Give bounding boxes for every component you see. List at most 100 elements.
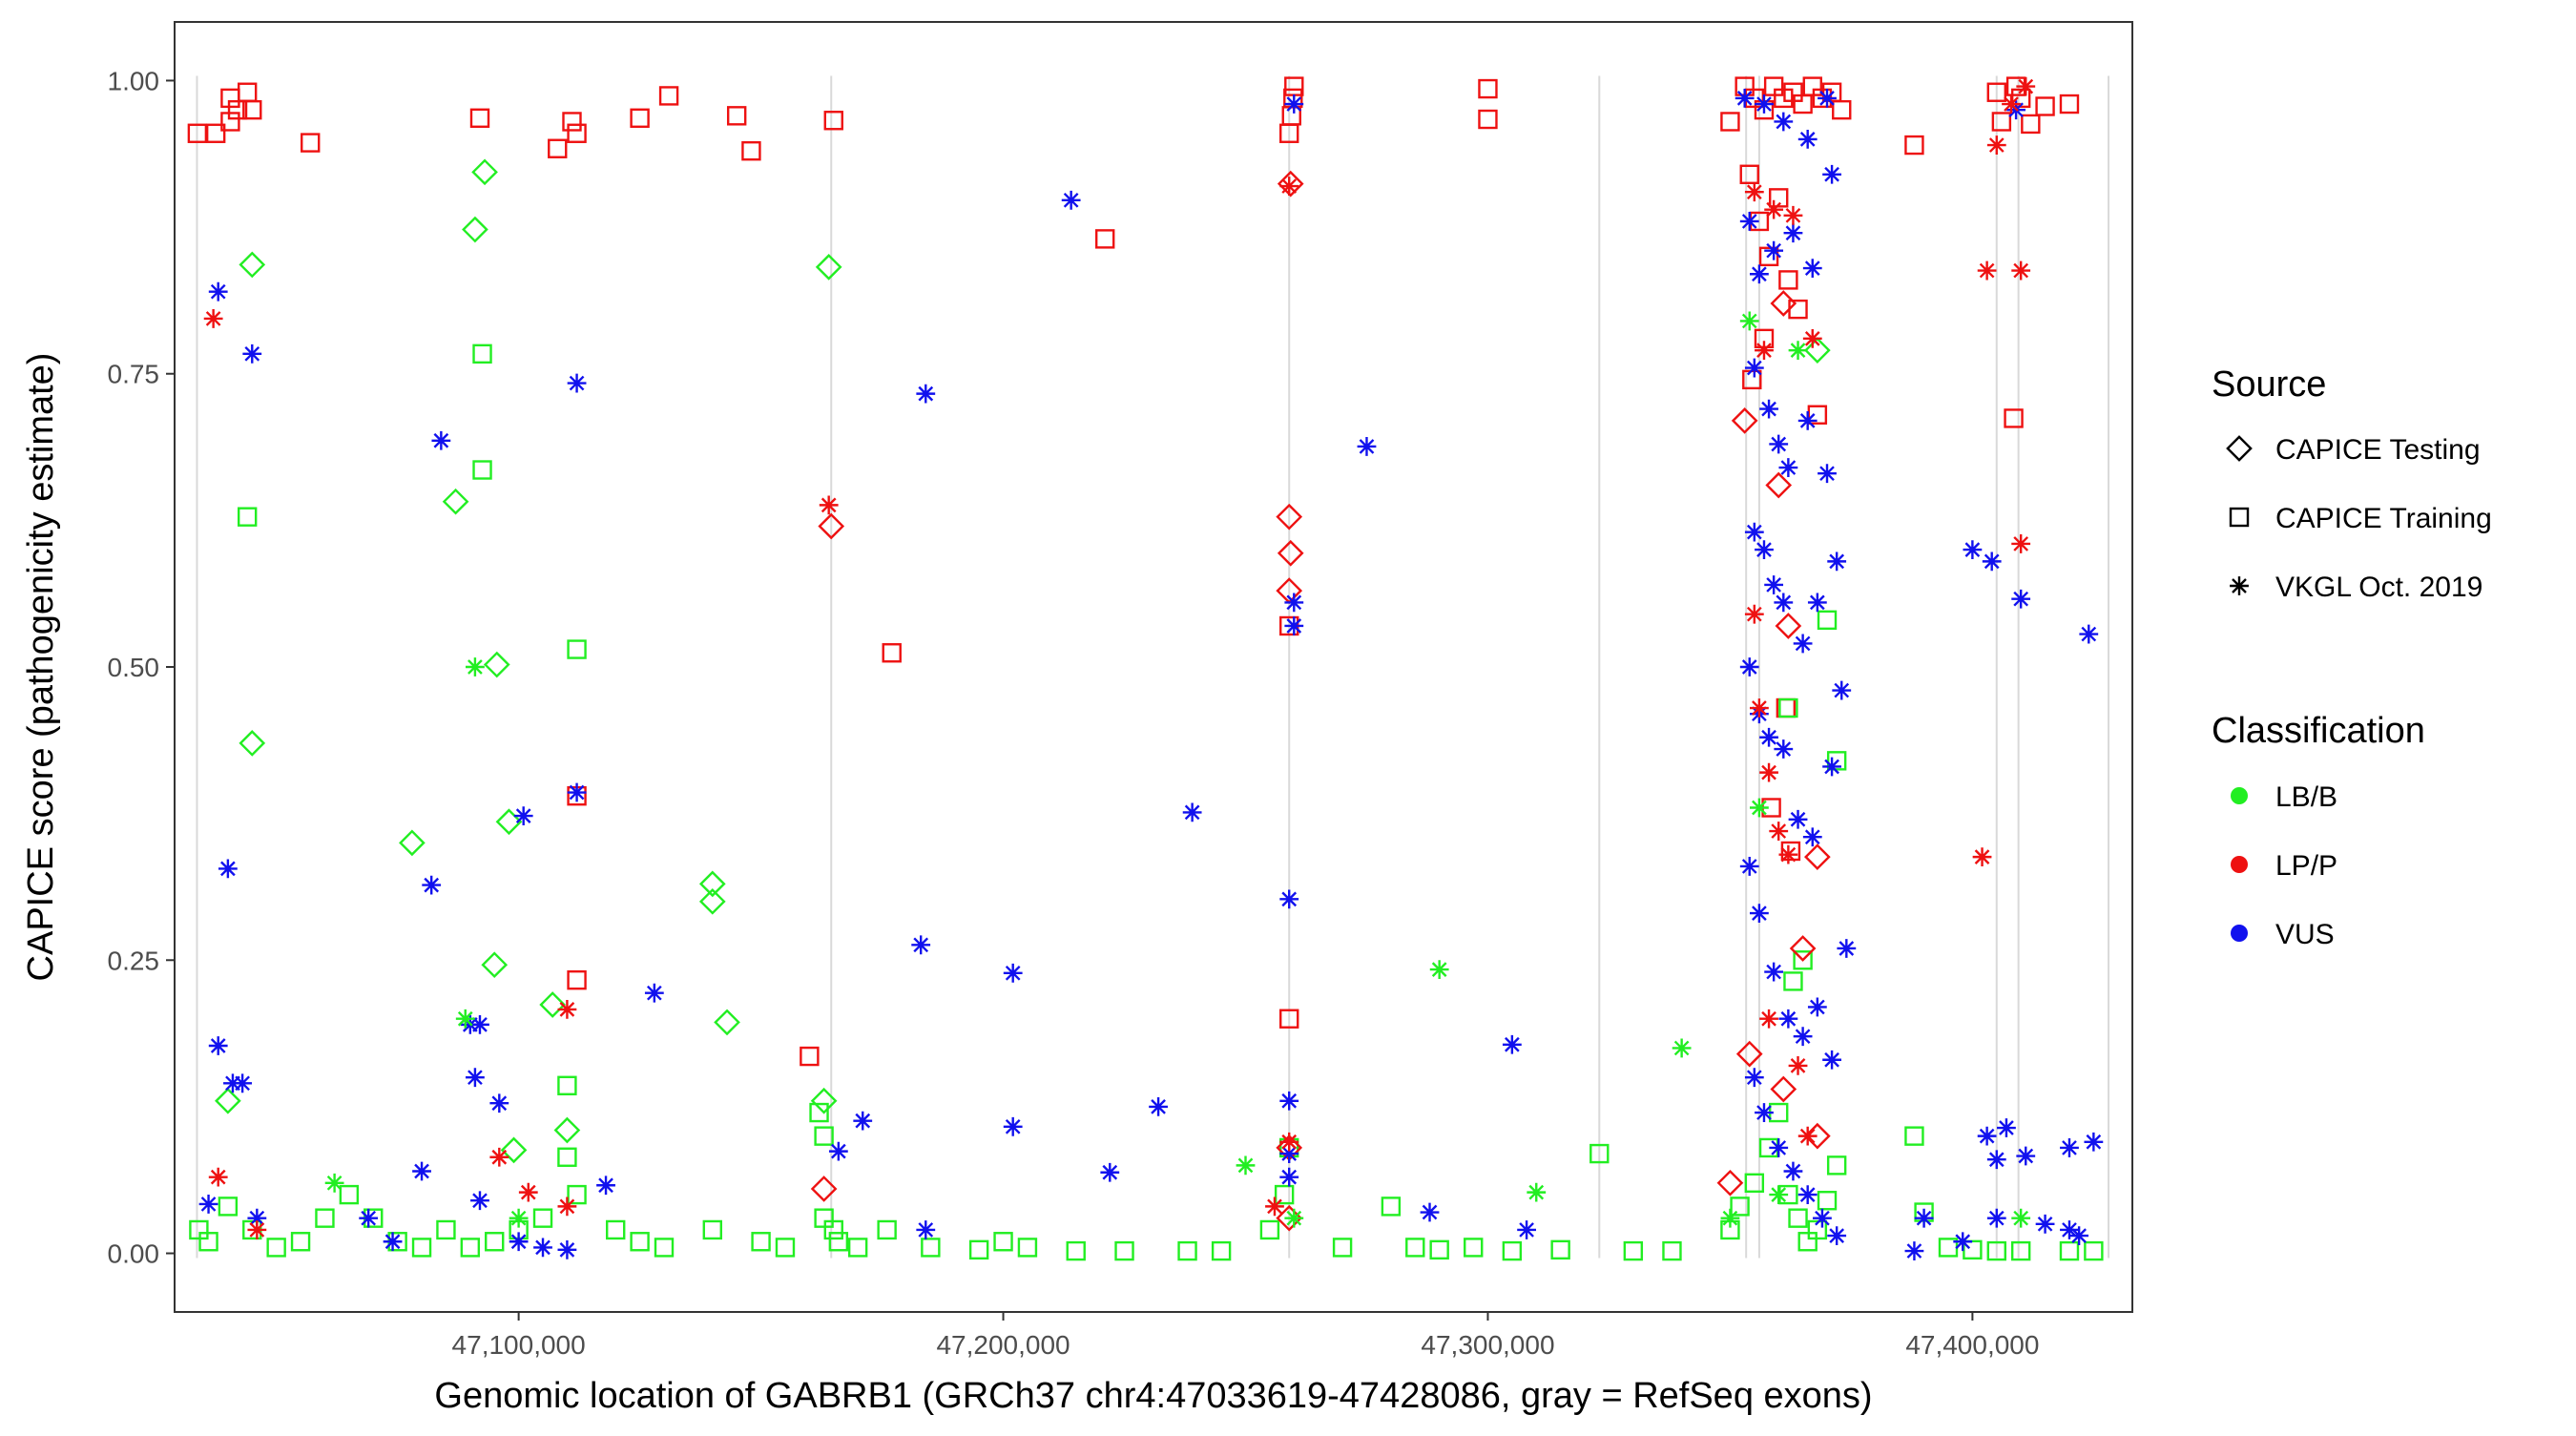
data-point bbox=[1735, 1040, 1763, 1068]
legend-key-asterisk bbox=[2230, 576, 2249, 595]
y-tick-label: 0.50 bbox=[108, 653, 160, 682]
data-point bbox=[1735, 88, 1755, 108]
data-point bbox=[818, 512, 845, 540]
data-point bbox=[1259, 1219, 1280, 1240]
data-point bbox=[1789, 935, 1817, 962]
data-point bbox=[1802, 259, 1822, 279]
data-point bbox=[1236, 1155, 1256, 1176]
data-point bbox=[968, 1239, 989, 1260]
data-point bbox=[1758, 246, 1779, 267]
legend-label: LP/P bbox=[2275, 850, 2337, 882]
data-point bbox=[518, 1182, 538, 1202]
data-point bbox=[2069, 1226, 2089, 1246]
legend-label: CAPICE Training bbox=[2275, 503, 2492, 534]
data-point bbox=[1755, 1103, 1774, 1122]
data-point bbox=[1775, 613, 1802, 639]
data-point bbox=[1774, 112, 1794, 132]
data-point bbox=[1764, 240, 1784, 260]
data-point bbox=[714, 1009, 740, 1036]
data-point bbox=[1827, 552, 1847, 572]
data-point bbox=[1817, 610, 1838, 631]
data-point bbox=[1265, 1197, 1284, 1217]
data-point bbox=[1778, 270, 1798, 290]
data-point bbox=[1182, 802, 1202, 822]
data-point bbox=[1778, 1009, 1798, 1029]
data-point bbox=[1770, 290, 1797, 317]
y-tick-label: 0.25 bbox=[108, 946, 160, 975]
data-point bbox=[1986, 82, 2006, 102]
data-point bbox=[853, 1111, 873, 1131]
data-point bbox=[847, 1238, 868, 1258]
data-point bbox=[1770, 1075, 1797, 1103]
legend-label: VKGL Oct. 2019 bbox=[2275, 572, 2483, 603]
data-point bbox=[1420, 1202, 1440, 1222]
data-point bbox=[266, 1238, 286, 1258]
data-point bbox=[1478, 78, 1498, 99]
data-point bbox=[630, 1232, 650, 1252]
legend-key-dot bbox=[2231, 856, 2248, 873]
data-point bbox=[1177, 1240, 1197, 1261]
legend: Source CAPICE Testing CAPICE Training VKGL… bbox=[2212, 364, 2492, 950]
data-point bbox=[698, 870, 726, 898]
data-point bbox=[2002, 94, 2021, 114]
legend-classification-entries: LB/B LP/P VUS bbox=[2231, 781, 2337, 950]
data-point bbox=[2035, 1214, 2055, 1234]
data-point bbox=[775, 1238, 796, 1258]
data-point bbox=[877, 1219, 897, 1240]
data-point bbox=[218, 859, 238, 879]
data-point bbox=[809, 1102, 829, 1123]
data-point bbox=[1720, 1208, 1740, 1228]
data-point bbox=[208, 1167, 228, 1187]
data-point bbox=[654, 1238, 675, 1258]
data-point bbox=[2059, 94, 2080, 114]
data-point bbox=[698, 887, 726, 915]
x-tick-label: 47,100,000 bbox=[452, 1330, 586, 1360]
y-tick-label: 1.00 bbox=[108, 66, 160, 95]
data-point bbox=[2016, 1146, 2036, 1166]
data-point bbox=[1837, 939, 1857, 958]
data-point bbox=[2010, 1240, 2031, 1261]
data-point bbox=[1332, 1238, 1353, 1258]
data-point bbox=[1284, 1208, 1304, 1228]
data-point bbox=[1783, 223, 1803, 243]
data-point bbox=[301, 133, 321, 153]
data-point bbox=[1802, 827, 1822, 847]
data-point bbox=[1774, 593, 1794, 613]
data-point bbox=[2016, 76, 2036, 96]
data-point bbox=[567, 123, 587, 143]
data-point bbox=[567, 1184, 587, 1205]
data-point bbox=[741, 140, 761, 161]
y-tick-label: 0.75 bbox=[108, 360, 160, 389]
data-point bbox=[2059, 1240, 2080, 1261]
data-point bbox=[489, 1093, 509, 1113]
data-point bbox=[532, 1208, 553, 1228]
legend-label: CAPICE Testing bbox=[2275, 434, 2481, 466]
legend-label: VUS bbox=[2275, 919, 2335, 950]
data-point bbox=[1755, 341, 1774, 361]
data-point bbox=[606, 1219, 626, 1240]
data-point bbox=[2011, 534, 2031, 553]
data-point bbox=[1095, 229, 1115, 249]
data-point bbox=[1744, 1068, 1764, 1088]
data-point bbox=[1783, 1161, 1803, 1181]
data-point bbox=[1279, 1144, 1299, 1163]
data-point bbox=[1211, 1240, 1232, 1261]
data-point bbox=[223, 1073, 242, 1093]
data-point bbox=[1730, 1197, 1750, 1217]
data-point bbox=[1750, 698, 1769, 718]
data-point bbox=[1904, 135, 1924, 156]
data-point bbox=[1464, 1238, 1484, 1258]
data-point bbox=[1804, 1122, 1831, 1150]
data-point bbox=[810, 1176, 838, 1202]
data-point bbox=[1750, 264, 1769, 284]
data-point bbox=[1517, 1220, 1536, 1239]
data-point bbox=[1739, 857, 1759, 876]
data-point bbox=[1783, 971, 1803, 991]
data-point bbox=[469, 108, 490, 128]
data-point bbox=[1793, 634, 1813, 654]
data-point bbox=[2084, 1132, 2104, 1152]
data-point bbox=[290, 1232, 311, 1252]
data-point bbox=[882, 643, 902, 663]
data-point bbox=[1744, 182, 1764, 202]
data-point bbox=[1818, 88, 1837, 108]
